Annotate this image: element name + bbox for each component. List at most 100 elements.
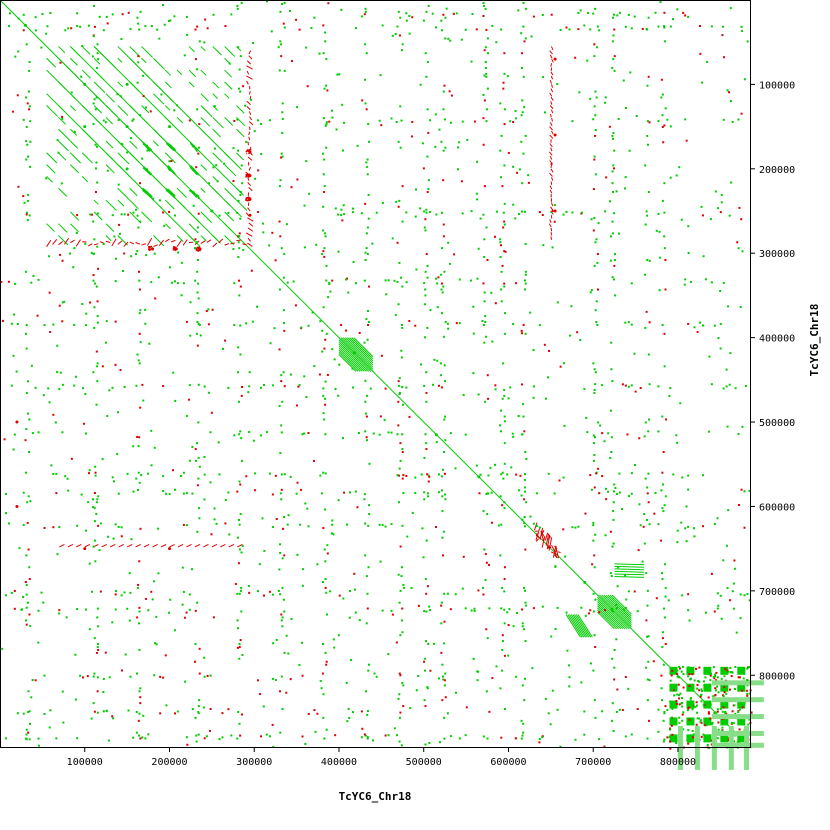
alignment-segment xyxy=(247,227,254,232)
alignment-dot xyxy=(324,124,327,127)
alignment-dot xyxy=(639,524,642,527)
alignment-segment xyxy=(59,543,65,548)
alignment-dot xyxy=(423,660,426,663)
alignment-dot xyxy=(213,105,216,108)
alignment-dot xyxy=(176,282,179,285)
alignment-dot xyxy=(338,363,341,366)
alignment-segment xyxy=(169,543,175,548)
alignment-dot xyxy=(501,504,504,507)
alignment-dot xyxy=(488,710,491,713)
alignment-dot xyxy=(639,387,642,390)
alignment-dot xyxy=(61,115,64,118)
alignment-dot xyxy=(396,734,399,737)
alignment-dot xyxy=(700,688,703,691)
alignment-dot xyxy=(300,326,303,329)
alignment-dot xyxy=(114,590,117,593)
alignment-dot xyxy=(645,666,648,669)
alignment-dot xyxy=(535,492,538,495)
alignment-dot xyxy=(503,507,506,510)
alignment-dot xyxy=(49,11,52,14)
alignment-dot xyxy=(443,642,446,645)
alignment-dot xyxy=(529,311,532,314)
alignment-segment xyxy=(549,54,553,59)
alignment-dot xyxy=(17,185,20,188)
alignment-dot xyxy=(609,259,612,262)
alignment-segment xyxy=(338,349,361,372)
alignment-dot xyxy=(92,123,95,126)
alignment-dot xyxy=(727,305,730,308)
alignment-dot xyxy=(700,721,703,724)
alignment-dot xyxy=(400,356,403,359)
alignment-dot xyxy=(425,208,428,211)
alignment-dot xyxy=(643,273,646,276)
alignment-dot xyxy=(524,525,526,528)
alignment-segment xyxy=(338,339,372,372)
alignment-dot xyxy=(699,720,702,723)
alignment-dot xyxy=(179,474,182,477)
alignment-dot xyxy=(367,323,370,326)
alignment-dot xyxy=(128,572,131,575)
alignment-dot xyxy=(415,689,418,692)
alignment-segment xyxy=(105,235,112,242)
alignment-dot xyxy=(669,728,672,731)
alignment-dot xyxy=(732,607,735,610)
alignment-dot xyxy=(237,710,240,713)
alignment-segment xyxy=(338,343,367,372)
alignment-dot xyxy=(728,91,731,94)
alignment-dot xyxy=(92,702,95,705)
alignment-dot xyxy=(401,681,404,684)
alignment-dot xyxy=(654,491,657,494)
alignment-segment xyxy=(246,70,250,75)
alignment-dot xyxy=(280,613,283,616)
alignment-dot xyxy=(458,141,461,144)
alignment-dot xyxy=(712,695,715,698)
alignment-dot xyxy=(494,384,497,387)
y-tick-label: 200000 xyxy=(759,165,795,176)
alignment-dot xyxy=(648,383,651,386)
alignment-segment xyxy=(550,101,553,105)
alignment-dot xyxy=(444,696,447,699)
alignment-dot xyxy=(17,17,20,20)
alignment-dot xyxy=(568,28,571,31)
alignment-segment xyxy=(549,113,552,118)
alignment-dot xyxy=(643,542,646,545)
alignment-dot xyxy=(90,590,93,593)
alignment-dot xyxy=(682,711,685,714)
alignment-dot xyxy=(738,503,741,506)
alignment-dot xyxy=(390,431,393,434)
alignment-dot xyxy=(538,741,541,744)
alignment-dot xyxy=(73,384,76,387)
alignment-segment xyxy=(551,58,554,63)
alignment-segment xyxy=(247,217,254,222)
alignment-dot xyxy=(139,687,142,690)
alignment-dot xyxy=(702,704,705,707)
alignment-dot xyxy=(27,155,30,158)
alignment-dot xyxy=(704,278,707,281)
alignment-dot xyxy=(437,677,440,680)
alignment-dot xyxy=(318,373,321,376)
alignment-dot xyxy=(486,87,489,90)
alignment-dot xyxy=(281,625,284,628)
alignment-dot xyxy=(444,37,447,40)
alignment-dot xyxy=(343,491,346,494)
alignment-dot xyxy=(196,321,199,324)
alignment-dot xyxy=(72,266,75,269)
alignment-segment xyxy=(105,116,113,125)
alignment-dot xyxy=(364,258,367,261)
alignment-dot xyxy=(635,115,638,118)
alignment-dot xyxy=(111,214,114,217)
alignment-dot xyxy=(427,495,430,498)
alignment-dot xyxy=(722,695,725,698)
alignment-dot xyxy=(181,603,184,606)
alignment-dot xyxy=(541,736,544,739)
alignment-dot xyxy=(521,608,524,611)
alignment-dot xyxy=(735,631,738,634)
alignment-dot xyxy=(301,674,304,677)
alignment-dot xyxy=(405,281,408,284)
alignment-dot xyxy=(272,642,275,645)
alignment-dot xyxy=(138,182,141,185)
alignment-dot xyxy=(741,689,744,692)
alignment-dot xyxy=(358,619,361,622)
alignment-dot xyxy=(648,679,651,682)
alignment-dot xyxy=(610,719,613,722)
